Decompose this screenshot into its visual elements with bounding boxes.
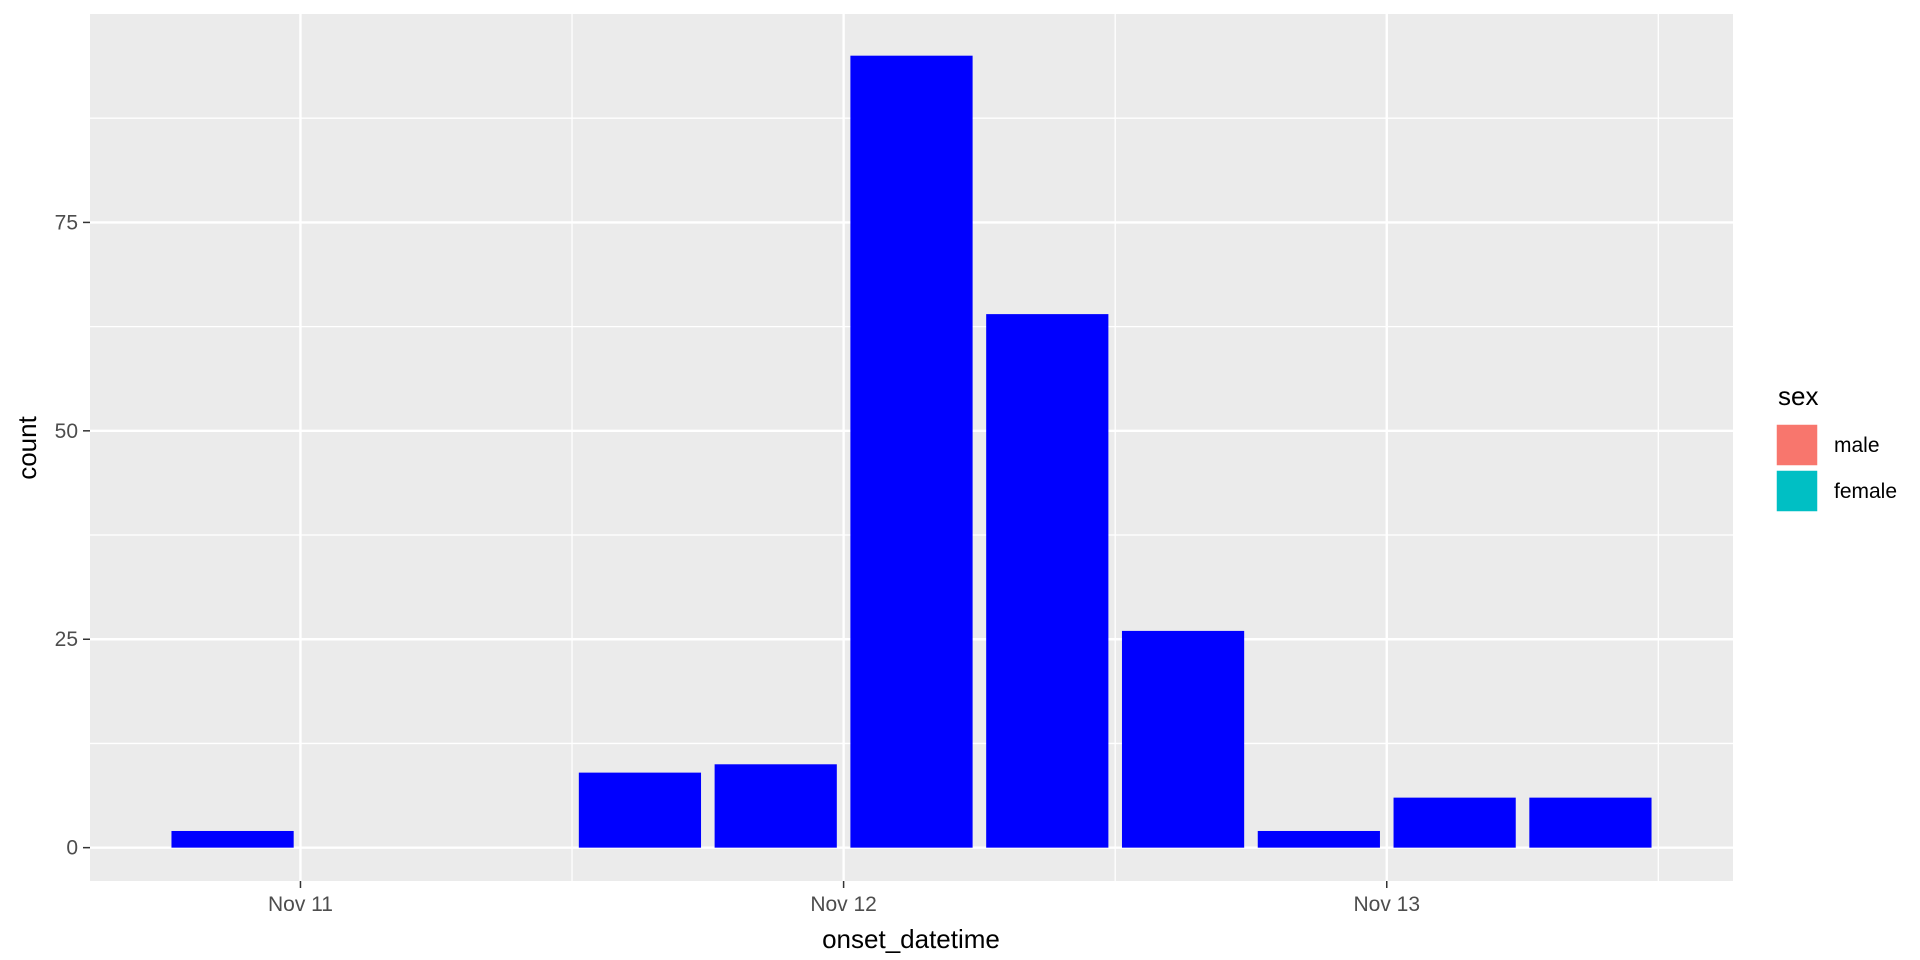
legend: sex male female — [1775, 381, 1897, 513]
y-tick-label: 0 — [66, 837, 78, 860]
x-tick-label: Nov 13 — [1353, 893, 1420, 916]
bars — [171, 55, 1652, 848]
x-tick-label: Nov 11 — [268, 893, 333, 916]
bar — [1393, 797, 1516, 848]
bar — [986, 314, 1109, 848]
y-tick-label: 75 — [55, 211, 78, 234]
legend-key-male — [1775, 423, 1819, 467]
y-axis: 0 25 50 75 — [55, 211, 90, 860]
bar — [1121, 630, 1245, 848]
bar — [578, 772, 702, 848]
bar — [714, 764, 837, 848]
x-tick-label: Nov 12 — [810, 893, 877, 916]
legend-key-female — [1775, 469, 1819, 513]
legend-title: sex — [1778, 381, 1818, 411]
bar — [850, 55, 973, 848]
x-axis: Nov 11 Nov 12 Nov 13 — [268, 881, 1420, 916]
legend-label-male: male — [1834, 434, 1880, 457]
y-axis-title: count — [12, 415, 42, 479]
x-axis-title: onset_datetime — [822, 924, 1000, 954]
y-tick-label: 25 — [55, 628, 78, 651]
bar — [1529, 797, 1652, 848]
legend-label-female: female — [1834, 480, 1897, 503]
y-tick-label: 50 — [55, 420, 78, 443]
bar — [1257, 830, 1380, 848]
bar — [171, 830, 294, 848]
